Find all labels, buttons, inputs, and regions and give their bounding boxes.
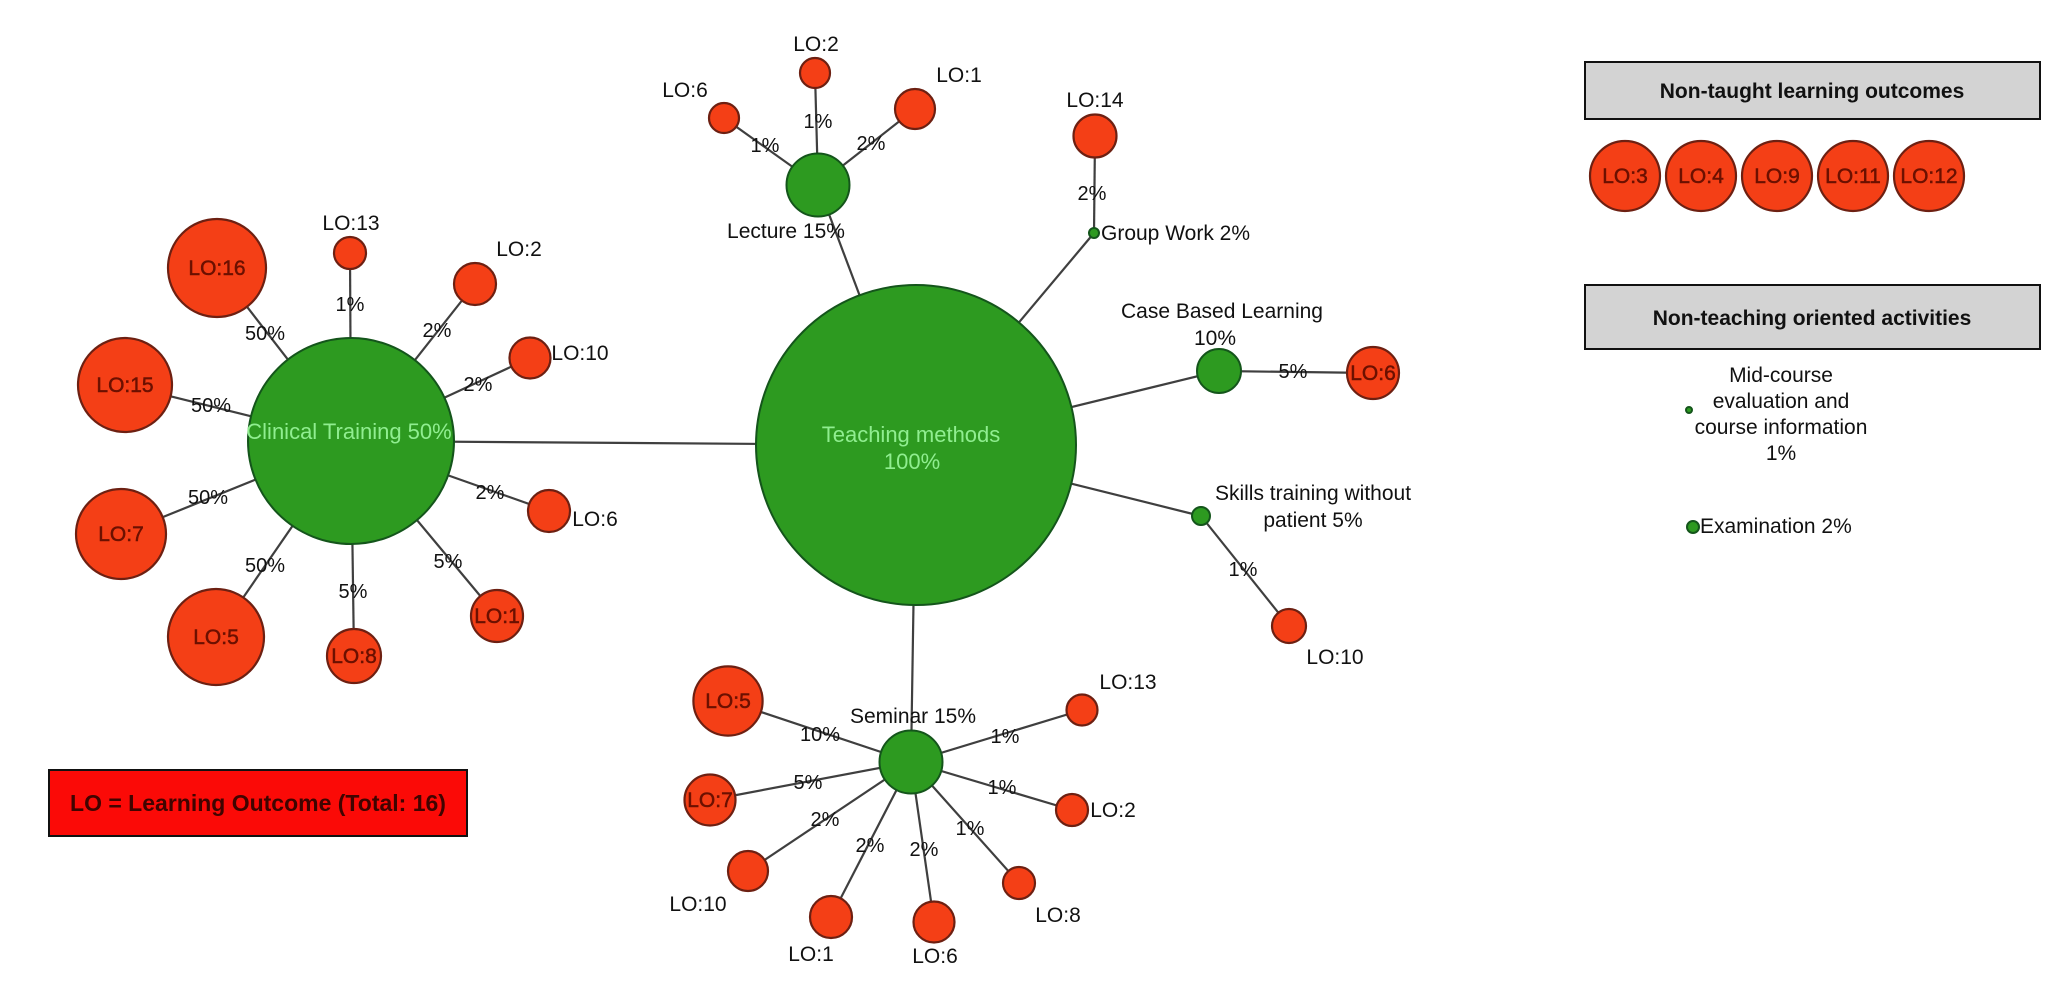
svg-text:Case Based Learning: Case Based Learning bbox=[1121, 300, 1323, 323]
svg-text:LO:11: LO:11 bbox=[1825, 165, 1881, 188]
svg-text:Teaching methods: Teaching methods bbox=[822, 422, 1001, 447]
svg-text:1%: 1% bbox=[956, 818, 985, 840]
svg-text:LO:7: LO:7 bbox=[98, 523, 144, 546]
svg-text:LO:9: LO:9 bbox=[1754, 165, 1800, 188]
svg-text:LO:1: LO:1 bbox=[788, 943, 834, 966]
svg-text:1%: 1% bbox=[991, 726, 1020, 748]
svg-text:patient 5%: patient 5% bbox=[1263, 509, 1362, 532]
svg-text:LO:10: LO:10 bbox=[1306, 646, 1363, 669]
svg-text:1%: 1% bbox=[336, 294, 365, 316]
svg-text:2%: 2% bbox=[464, 374, 493, 396]
svg-text:2%: 2% bbox=[811, 809, 840, 831]
svg-text:LO:1: LO:1 bbox=[474, 605, 520, 628]
svg-text:LO = Learning Outcome (Total:: LO = Learning Outcome (Total: 16) bbox=[70, 790, 446, 816]
svg-text:LO:10: LO:10 bbox=[669, 893, 726, 916]
svg-text:LO:14: LO:14 bbox=[1066, 89, 1124, 112]
svg-text:LO:1: LO:1 bbox=[936, 64, 982, 87]
svg-text:LO:7: LO:7 bbox=[687, 789, 733, 812]
svg-text:2%: 2% bbox=[423, 320, 452, 342]
svg-text:LO:6: LO:6 bbox=[1350, 362, 1396, 385]
svg-text:Skills training without: Skills training without bbox=[1215, 482, 1411, 505]
svg-text:2%: 2% bbox=[1078, 183, 1107, 205]
svg-text:LO:13: LO:13 bbox=[322, 212, 379, 235]
svg-text:Examination 2%: Examination 2% bbox=[1700, 515, 1852, 538]
svg-text:Clinical Training 50%: Clinical Training 50% bbox=[246, 419, 451, 444]
svg-text:LO:4: LO:4 bbox=[1678, 165, 1724, 188]
svg-text:LO:5: LO:5 bbox=[193, 626, 239, 649]
svg-text:2%: 2% bbox=[856, 835, 885, 857]
svg-text:Mid-course: Mid-course bbox=[1729, 364, 1833, 387]
svg-text:2%: 2% bbox=[910, 839, 939, 861]
svg-text:1%: 1% bbox=[1766, 442, 1796, 465]
svg-text:1%: 1% bbox=[751, 135, 780, 157]
svg-text:LO:6: LO:6 bbox=[662, 79, 708, 102]
svg-text:50%: 50% bbox=[188, 487, 228, 509]
svg-text:LO:6: LO:6 bbox=[572, 508, 618, 531]
svg-text:2%: 2% bbox=[857, 133, 886, 155]
svg-text:Non-taught learning outcomes: Non-taught learning outcomes bbox=[1660, 80, 1965, 103]
svg-text:1%: 1% bbox=[988, 777, 1017, 799]
svg-text:LO:6: LO:6 bbox=[912, 945, 958, 968]
svg-text:LO:10: LO:10 bbox=[551, 342, 608, 365]
svg-text:100%: 100% bbox=[884, 449, 940, 474]
svg-text:1%: 1% bbox=[1229, 559, 1258, 581]
svg-text:10%: 10% bbox=[800, 724, 840, 746]
svg-text:2%: 2% bbox=[476, 482, 505, 504]
svg-text:Non-teaching oriented activiti: Non-teaching oriented activities bbox=[1653, 307, 1972, 330]
svg-text:course information: course information bbox=[1695, 416, 1868, 439]
svg-text:LO:15: LO:15 bbox=[96, 374, 153, 397]
svg-text:10%: 10% bbox=[1194, 327, 1236, 350]
svg-text:LO:13: LO:13 bbox=[1099, 671, 1156, 694]
svg-text:LO:2: LO:2 bbox=[1090, 799, 1136, 822]
svg-text:evaluation and: evaluation and bbox=[1713, 390, 1850, 413]
svg-text:5%: 5% bbox=[339, 581, 368, 603]
svg-text:50%: 50% bbox=[245, 323, 285, 345]
svg-text:5%: 5% bbox=[1279, 361, 1308, 383]
svg-text:5%: 5% bbox=[794, 772, 823, 794]
svg-text:50%: 50% bbox=[191, 395, 231, 417]
svg-text:LO:2: LO:2 bbox=[496, 238, 542, 261]
svg-text:5%: 5% bbox=[434, 551, 463, 573]
svg-text:LO:8: LO:8 bbox=[1035, 904, 1081, 927]
svg-text:Seminar 15%: Seminar 15% bbox=[850, 705, 976, 728]
svg-text:LO:16: LO:16 bbox=[188, 257, 245, 280]
svg-text:50%: 50% bbox=[245, 555, 285, 577]
svg-text:LO:8: LO:8 bbox=[331, 645, 377, 668]
svg-text:Group Work 2%: Group Work 2% bbox=[1101, 222, 1250, 245]
svg-text:LO:12: LO:12 bbox=[1900, 165, 1957, 188]
svg-text:LO:5: LO:5 bbox=[705, 690, 751, 713]
svg-text:Lecture 15%: Lecture 15% bbox=[727, 220, 845, 243]
svg-text:LO:2: LO:2 bbox=[793, 33, 839, 56]
svg-text:1%: 1% bbox=[804, 111, 833, 133]
svg-text:LO:3: LO:3 bbox=[1602, 165, 1648, 188]
